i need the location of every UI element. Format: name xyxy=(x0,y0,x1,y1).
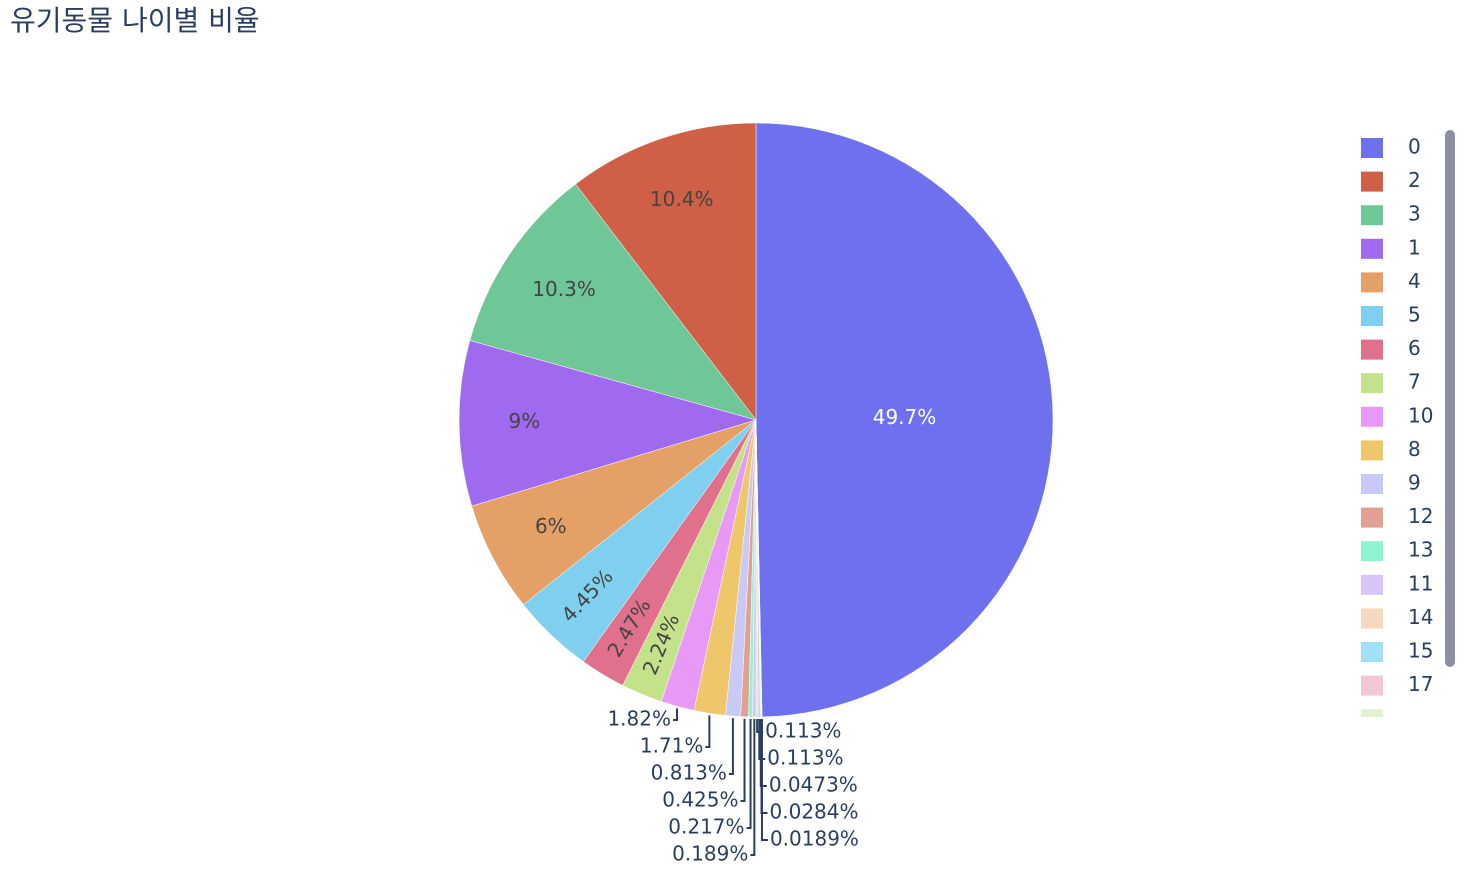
legend-swatch xyxy=(1361,171,1383,192)
legend-swatch xyxy=(1361,272,1383,293)
pie-slice xyxy=(575,122,757,421)
slice-label: 1.82% xyxy=(607,707,671,731)
leader-line xyxy=(760,718,768,841)
legend-label: 3 xyxy=(1408,202,1421,226)
legend-swatch xyxy=(1361,675,1383,696)
legend-label: 7 xyxy=(1408,370,1421,394)
slice-label: 0.0189% xyxy=(770,827,859,851)
legend-swatch xyxy=(1361,541,1383,562)
legend-swatch xyxy=(1361,138,1383,158)
slice-label: 49.7% xyxy=(873,405,937,429)
legend-swatch xyxy=(1361,373,1383,394)
legend-swatch xyxy=(1361,574,1383,595)
legend-swatch xyxy=(1361,238,1383,259)
slice-label: 1.71% xyxy=(640,734,704,758)
pie-slice xyxy=(755,122,1054,718)
slice-label: 0.813% xyxy=(651,761,727,785)
legend-label: 4 xyxy=(1408,269,1421,293)
leader-line xyxy=(750,718,756,856)
slice-label: 6% xyxy=(535,514,567,538)
legend-label: 17 xyxy=(1408,672,1433,696)
leader-line xyxy=(673,708,679,721)
leader-line xyxy=(758,718,766,760)
pie-slice xyxy=(469,183,757,421)
legend-swatch xyxy=(1361,608,1383,629)
legend-swatch xyxy=(1361,743,1383,763)
legend-swatch xyxy=(1361,306,1383,326)
slice-label: 0.425% xyxy=(662,788,738,812)
slice-label: 0.113% xyxy=(765,719,841,743)
slice-label: 0.0473% xyxy=(769,773,858,797)
leader-line xyxy=(705,715,711,748)
legend-swatch xyxy=(1361,642,1383,662)
legend-swatch xyxy=(1361,440,1383,461)
legend-label: 9 xyxy=(1408,471,1421,495)
slice-label: 0.113% xyxy=(767,746,843,770)
slice-label: 0.0284% xyxy=(770,800,859,824)
legend-label: 0 xyxy=(1408,135,1421,159)
slice-label: 9% xyxy=(508,409,540,433)
pie-slice xyxy=(458,340,757,507)
legend-swatch xyxy=(1361,709,1383,717)
legend-label: 11 xyxy=(1408,571,1433,595)
legend-label: 13 xyxy=(1408,538,1433,562)
legend-swatch xyxy=(1361,406,1383,427)
leader-line xyxy=(740,718,746,802)
legend-swatch xyxy=(1361,507,1383,528)
legend-label: 14 xyxy=(1408,605,1433,629)
slice-label: 0.189% xyxy=(672,842,748,866)
legend-label: 10 xyxy=(1408,403,1433,427)
slice-label: 10.3% xyxy=(532,277,596,301)
legend-label: 5 xyxy=(1408,303,1421,327)
legend-label: 8 xyxy=(1408,437,1421,461)
legend-swatch xyxy=(1361,474,1383,494)
legend-label: 12 xyxy=(1408,504,1433,528)
pie-slice xyxy=(755,419,763,718)
slice-label: 0.217% xyxy=(668,815,744,839)
legend-label: 2 xyxy=(1408,168,1421,192)
chart-title: 유기동물 나이별 비율 xyxy=(10,4,260,37)
legend-swatch xyxy=(1361,205,1383,226)
legend-swatch xyxy=(1361,339,1383,360)
leader-line xyxy=(746,718,752,829)
slice-label: 10.4% xyxy=(650,187,714,211)
legend-label: 6 xyxy=(1408,336,1421,360)
legend-scrollbar[interactable] xyxy=(1445,130,1455,667)
leader-line xyxy=(728,718,734,775)
legend-label: 1 xyxy=(1408,235,1421,259)
legend-label: 15 xyxy=(1408,639,1433,663)
